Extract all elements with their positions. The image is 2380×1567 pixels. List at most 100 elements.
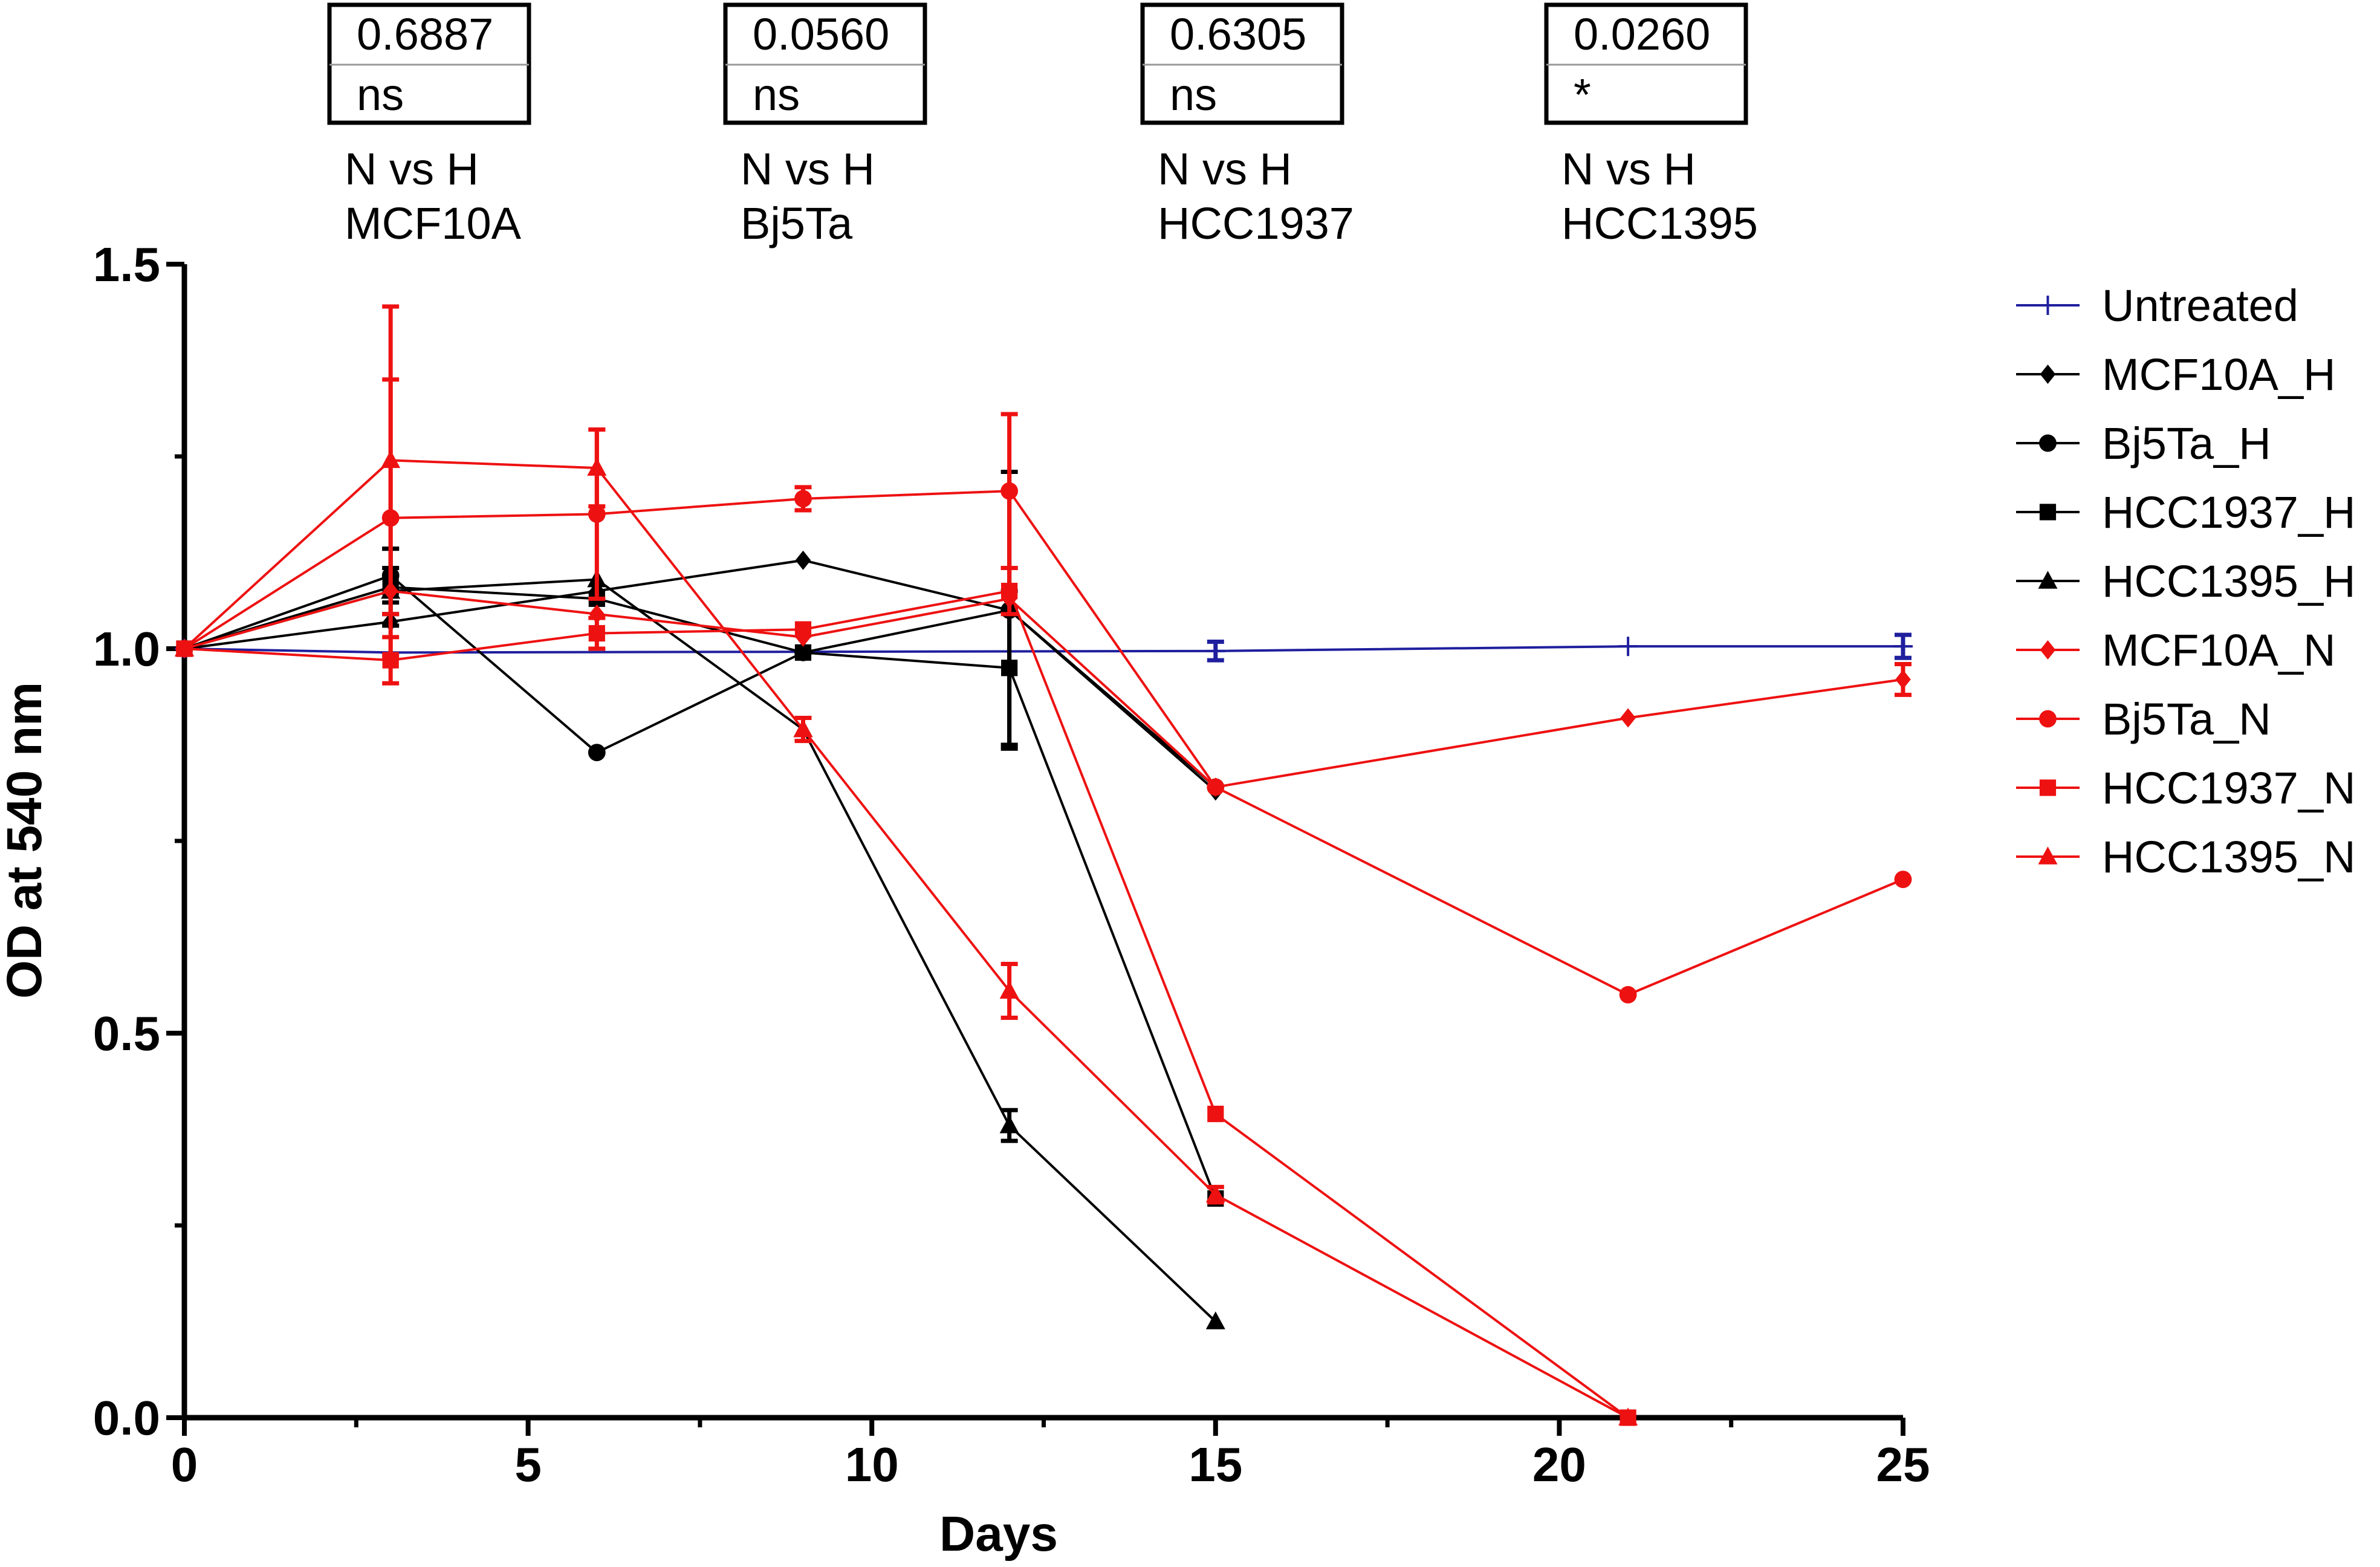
legend-marker [2039,504,2057,521]
series-line [184,574,1217,788]
data-point [1001,583,1018,600]
data-point [1618,1407,1638,1426]
comparison-label: N vs H [741,144,875,194]
significance-label: * [1574,70,1591,120]
cell-line-label: Bj5Ta [741,198,853,248]
data-point [175,638,194,657]
data-point [588,625,605,642]
data-point [1000,482,1019,500]
legend-marker [2038,846,2058,865]
legend-marker [2038,571,2058,589]
data-point [1205,1311,1225,1329]
data-point [1207,778,1225,796]
data-point [588,744,606,762]
comparison-label: N vs H [345,144,479,194]
legend-label: Bj5Ta_H [2102,418,2271,469]
legend-item: HCC1395_H [2016,556,2356,606]
legend-label: MCF10A_N [2102,625,2336,675]
y-axis-title: OD at 540 nm [0,682,52,999]
legend-label: MCF10A_H [2102,349,2336,400]
data-point [1618,637,1638,657]
data-point [588,505,606,523]
legend: Untreated MCF10A_H Bj5Ta_H HCC1937_H HCC1395… [2016,281,2356,882]
p-value: 0.0260 [1574,9,1710,59]
x-tick-label: 0 [171,1438,198,1491]
legend-item: Untreated [2016,281,2298,331]
legend-marker [2040,365,2056,384]
legend-marker [2039,779,2057,796]
legend-marker [2040,640,2056,660]
comparison-label: N vs H [1561,144,1696,194]
x-axis-ticks: 0 5 10 15 20 25 [171,1418,1930,1491]
data-point [382,652,399,669]
legend-marker [2038,296,2058,315]
legend-item: Bj5Ta_N [2016,694,2271,744]
data-point [381,450,401,469]
x-tick-label: 10 [845,1438,899,1491]
x-tick-label: 5 [514,1438,542,1491]
y-tick-label: 1.0 [93,622,160,676]
data-point [1895,669,1911,689]
data-point [999,981,1019,999]
data-point [1894,871,1912,888]
legend-item: HCC1937_N [2016,763,2356,813]
p-value: 0.6887 [357,9,493,59]
data-point [1001,660,1018,676]
legend-item: Bj5Ta_H [2016,418,2271,469]
legend-label: Untreated [2102,281,2298,331]
data-point [1205,641,1225,661]
legend-label: HCC1395_H [2102,556,2356,606]
data-point [795,550,811,570]
legend-marker [2039,710,2057,728]
data-point [1620,708,1636,728]
x-tick-label: 25 [1876,1438,1930,1491]
p-value: 0.0560 [753,9,889,59]
data-point [1205,1184,1225,1202]
p-value: 0.6305 [1170,9,1306,59]
x-axis-title: Days [939,1507,1058,1562]
y-axis-ticks: 0.0 0.5 1.0 1.5 [93,238,184,1445]
y-tick-label: 0.0 [93,1391,160,1445]
data-point [1893,637,1913,657]
legend-item: HCC1937_H [2016,487,2356,537]
cell-line-label: HCC1937 [1158,198,1354,248]
series-hcc1395-n [175,304,1638,1426]
legend-label: Bj5Ta_N [2102,694,2271,744]
data-point [1619,986,1637,1004]
significance-label: ns [357,70,404,120]
significance-label: ns [753,70,800,120]
legend-item: MCF10A_H [2016,349,2336,400]
y-tick-label: 1.5 [93,238,160,291]
legend-item: MCF10A_N [2016,625,2336,675]
legend-item: HCC1395_N [2016,832,2356,882]
cell-line-label: HCC1395 [1561,198,1758,248]
legend-label: HCC1937_H [2102,487,2356,537]
comparison-label: N vs H [1158,144,1292,194]
x-tick-label: 20 [1532,1438,1586,1491]
data-point [999,1115,1019,1134]
legend-marker [2039,434,2057,452]
data-point [1207,1105,1224,1123]
significance-label: ns [1170,70,1217,120]
y-tick-label: 0.5 [93,1007,160,1060]
data-point [794,621,812,638]
series-line [183,490,1904,996]
x-tick-label: 15 [1188,1438,1242,1491]
data-series [175,304,1913,1426]
legend-label: HCC1937_N [2102,763,2356,813]
data-point [587,458,607,476]
data-point [794,490,812,508]
cell-line-label: MCF10A [345,198,522,248]
series-line [184,589,1904,789]
data-point [794,644,812,661]
data-point [793,719,813,738]
legend-label: HCC1395_N [2102,832,2356,882]
axes: 0 5 10 15 20 25 0.0 0.5 1.0 1.5 [93,238,1930,1491]
